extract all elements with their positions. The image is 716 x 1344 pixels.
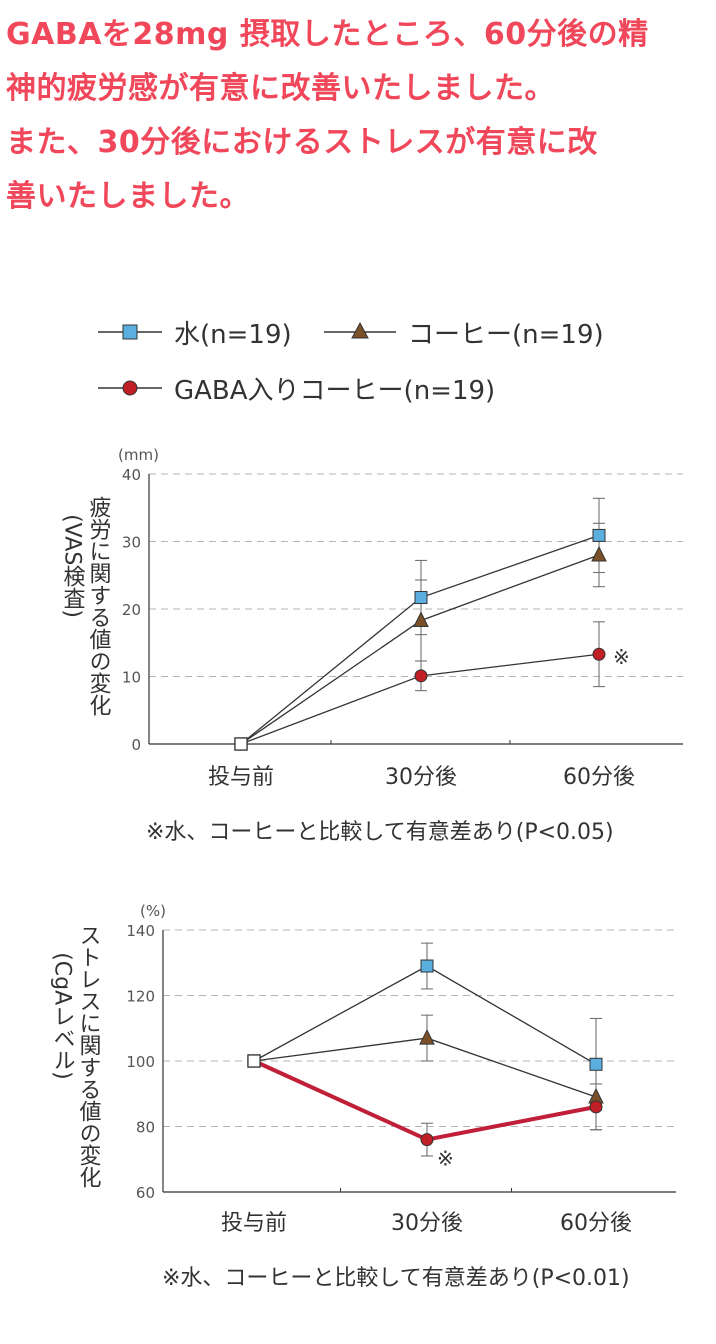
data-point-circle bbox=[592, 647, 606, 661]
headline-line-2: 神的疲労感が有意に改善いたしました。 bbox=[6, 71, 555, 106]
x-tick-label: 投与前 bbox=[221, 1211, 287, 1236]
series-line-circle bbox=[253, 1059, 597, 1142]
headline-line-4: 善いたしました。 bbox=[6, 179, 250, 214]
data-point-triangle bbox=[413, 611, 429, 627]
legend-item-water: 水(n=19) bbox=[98, 312, 292, 352]
x-tick-label: 投与前 bbox=[208, 765, 274, 790]
data-point-square bbox=[420, 959, 434, 973]
legend: 水(n=19) コーヒー(n=19) GABA入りコーヒー(n=19) bbox=[98, 312, 698, 412]
circle-marker-icon bbox=[98, 380, 162, 396]
triangle-marker-icon bbox=[324, 321, 396, 339]
stress-chart-note: ※水、コーヒーと比較して有意差あり(P<0.01) bbox=[162, 1266, 630, 1291]
x-tick-label: 60分後 bbox=[563, 765, 635, 790]
y-tick-label: 30 bbox=[122, 534, 141, 552]
headline: GABAを28mg 摂取したところ、60分後の精 神的疲労感が有意に改善いたしま… bbox=[6, 8, 712, 224]
y-tick-label: 140 bbox=[126, 922, 155, 940]
x-tick-label: 60分後 bbox=[560, 1211, 632, 1236]
y-unit-label: (mm) bbox=[118, 446, 159, 464]
headline-line-1: GABAを28mg 摂取したところ、60分後の精 bbox=[6, 17, 649, 52]
stress-chart: 60 80 100 120 140 (%) 投与前 30分後 60分後 ストレスに関する値の変化(… bbox=[50, 902, 676, 1236]
x-tick-label: 30分後 bbox=[385, 765, 457, 790]
y-tick-label: 120 bbox=[126, 988, 155, 1006]
y-axis-label: 疲労に関する値の変化 bbox=[86, 496, 112, 716]
legend-item-coffee: コーヒー(n=19) bbox=[324, 312, 604, 352]
data-point-square bbox=[414, 591, 428, 605]
significance-mark: ※ bbox=[437, 1147, 454, 1171]
y-tick-label: 100 bbox=[126, 1053, 155, 1071]
y-axis-sublabel: (VAS検査) bbox=[60, 514, 86, 618]
series-line-triangle bbox=[253, 1037, 597, 1098]
square-marker-icon bbox=[98, 324, 162, 340]
headline-line-3: また、30分後におけるストレスが有意に改 bbox=[6, 125, 598, 160]
y-tick-label: 10 bbox=[122, 669, 141, 687]
data-point-square bbox=[589, 1057, 603, 1071]
series-line-triangle bbox=[240, 554, 600, 745]
legend-label-coffee: コーヒー(n=19) bbox=[408, 319, 604, 350]
legend-label-gaba: GABA入りコーヒー(n=19) bbox=[174, 375, 496, 406]
data-point-circle bbox=[414, 669, 428, 683]
significance-mark: ※ bbox=[613, 645, 630, 669]
y-tick-label: 60 bbox=[136, 1184, 155, 1202]
y-axis-label: ストレスに関する値の変化 bbox=[76, 924, 102, 1188]
data-point-circle bbox=[589, 1100, 603, 1114]
y-tick-label: 20 bbox=[122, 601, 141, 619]
y-tick-label: 0 bbox=[131, 736, 141, 754]
data-point-square bbox=[592, 528, 606, 542]
baseline-point bbox=[247, 1054, 261, 1068]
y-tick-label: 40 bbox=[122, 466, 141, 484]
series-line-square bbox=[240, 534, 600, 745]
x-tick-label: 30分後 bbox=[391, 1211, 463, 1236]
data-point-triangle bbox=[419, 1028, 435, 1045]
fatigue-chart: 0 10 20 30 40 (mm) 投与前 30分後 60分後 疲労に関する値の変化(VAS検査… bbox=[60, 446, 683, 790]
baseline-point bbox=[234, 737, 248, 751]
data-point-triangle bbox=[591, 545, 607, 562]
legend-label-water: 水(n=19) bbox=[174, 319, 292, 350]
legend-item-gaba: GABA入りコーヒー(n=19) bbox=[98, 368, 495, 408]
data-point-circle bbox=[420, 1133, 434, 1147]
y-tick-label: 80 bbox=[136, 1119, 155, 1137]
fatigue-chart-note: ※水、コーヒーと比較して有意差あり(P<0.05) bbox=[146, 820, 614, 845]
series-line-circle bbox=[240, 653, 600, 745]
y-unit-label: (%) bbox=[140, 902, 166, 920]
y-axis-sublabel: (CgAレベル) bbox=[50, 952, 75, 1080]
